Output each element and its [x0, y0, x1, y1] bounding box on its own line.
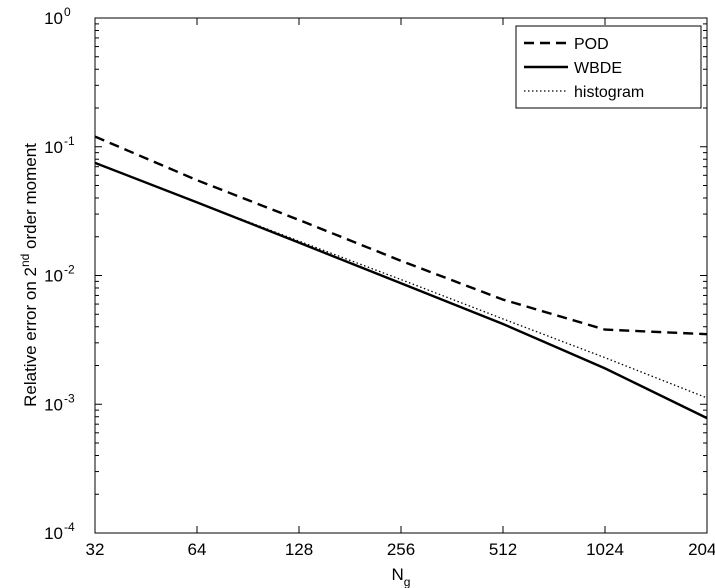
y-tick-label-exp-4: 0 — [64, 5, 71, 19]
legend-label-pod: POD — [574, 36, 609, 53]
y-axis-label-post: order moment — [21, 143, 40, 254]
x-tick-label-6: 2048 — [688, 540, 715, 559]
y-tick-label-base: 10 — [44, 524, 63, 543]
x-tick-label-0: 32 — [86, 540, 105, 559]
y-tick-label-base: 10 — [44, 138, 63, 157]
legend-label-wbde: WBDE — [574, 60, 622, 77]
y-tick-label-exp-2: -2 — [64, 263, 75, 277]
y-tick-label-2: 10 — [44, 267, 63, 286]
x-axis-label-sub: g — [404, 575, 411, 588]
x-tick-label-5: 1024 — [586, 540, 624, 559]
plot-frame — [94, 17, 708, 534]
y-tick-label-exp-1: -3 — [64, 391, 75, 405]
x-tick-label-1: 64 — [188, 540, 207, 559]
y-tick-label-base: 10 — [44, 267, 63, 286]
series-layer — [94, 135, 708, 420]
series-line-histogram — [94, 162, 708, 399]
x-axis-label: Ng — [392, 565, 411, 588]
y-tick-label-exp-3: -1 — [64, 134, 75, 148]
y-tick-label-4: 10 — [44, 9, 63, 28]
legend-label-histogram: histogram — [574, 84, 644, 101]
y-tick-label-base: 10 — [44, 395, 63, 414]
y-axis-label-pre: Relative error on 2 — [21, 267, 40, 407]
x-tick-label-4: 512 — [489, 540, 517, 559]
y-axis-label-sup: nd — [18, 254, 32, 267]
y-tick-label-1: 10 — [44, 395, 63, 414]
y-axis-label: Relative error on 2nd order moment — [18, 143, 40, 407]
y-tick-label-base: 10 — [44, 9, 63, 28]
series-line-pod — [94, 135, 708, 336]
x-tick-labels: 32 64 128 256 512 1024 2048 — [86, 540, 715, 559]
x-axis-label-main: N — [392, 565, 404, 584]
y-tick-label-exp-0: -4 — [64, 520, 75, 534]
y-tick-label-0: 10 — [44, 524, 63, 543]
x-tick-label-2: 128 — [285, 540, 313, 559]
legend: POD WBDE histogram — [515, 25, 702, 109]
x-tick-label-3: 256 — [387, 540, 415, 559]
y-tick-label-3: 10 — [44, 138, 63, 157]
